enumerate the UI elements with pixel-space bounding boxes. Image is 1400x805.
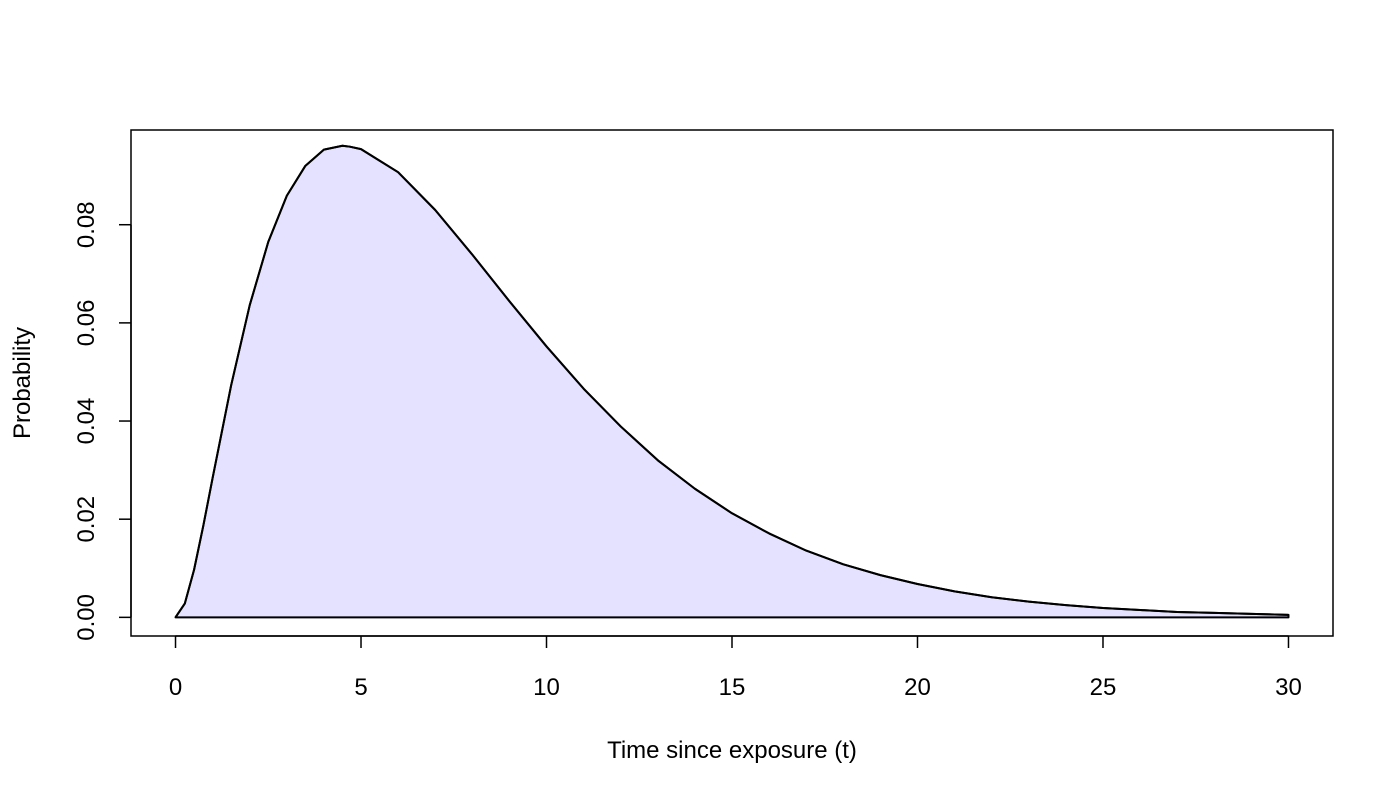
plot-layer xyxy=(174,144,1290,619)
y-tick-label: 0.08 xyxy=(73,201,100,248)
x-axis-title: Time since exposure (t) xyxy=(607,737,857,764)
x-tick-label: 0 xyxy=(169,674,182,701)
x-tick-label: 25 xyxy=(1090,674,1117,701)
x-tick-label: 20 xyxy=(904,674,931,701)
x-tick-label: 30 xyxy=(1275,674,1302,701)
y-axis: 0.00 0.02 0.04 0.06 0.08 xyxy=(73,201,132,641)
y-tick-label: 0.04 xyxy=(73,398,100,445)
y-tick-label: 0.06 xyxy=(73,300,100,347)
density-line xyxy=(174,144,1289,618)
x-tick-label: 10 xyxy=(533,674,560,701)
area-fill xyxy=(174,144,1290,619)
y-axis-title: Probability xyxy=(9,327,36,439)
x-tick-label: 5 xyxy=(354,674,367,701)
y-tick-label: 0.00 xyxy=(73,594,100,641)
y-tick-label: 0.02 xyxy=(73,496,100,543)
x-axis: 0 5 10 15 20 25 30 xyxy=(169,635,1302,701)
x-tick-label: 15 xyxy=(719,674,746,701)
